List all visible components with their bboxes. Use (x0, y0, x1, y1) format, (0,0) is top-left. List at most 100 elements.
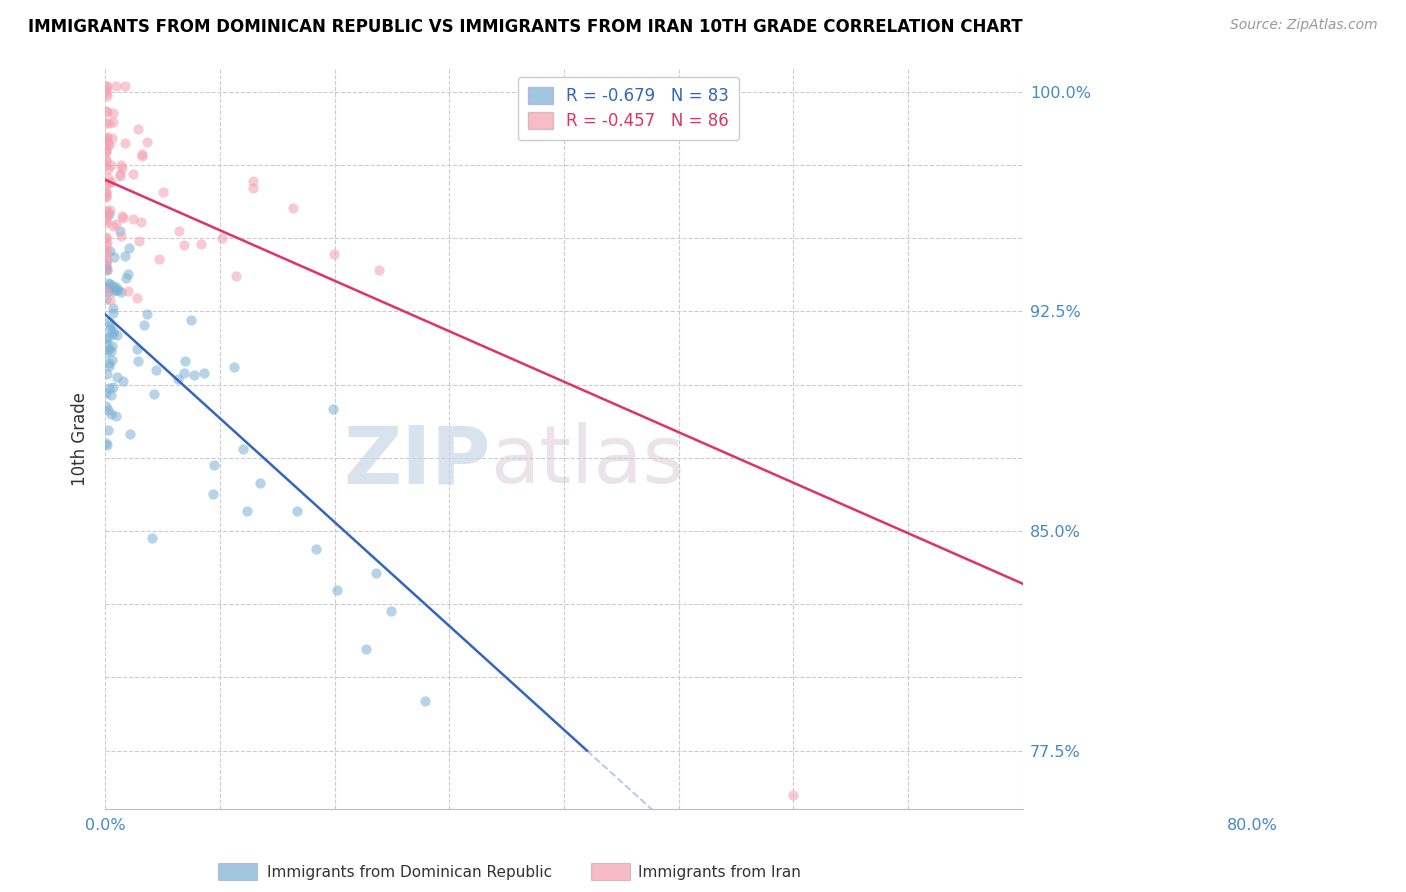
Point (242, 181, 264, 195)
Point (96, 436, 118, 450)
Text: Immigrants from Iran: Immigrants from Iran (638, 865, 801, 880)
Text: IMMIGRANTS FROM DOMINICAN REPUBLIC VS IMMIGRANTS FROM IRAN 10TH GRADE CORRELATIO: IMMIGRANTS FROM DOMINICAN REPUBLIC VS IM… (28, 18, 1022, 36)
Point (118, 427, 141, 442)
Point (96, 153, 118, 168)
Point (183, 368, 205, 383)
Point (101, 301, 124, 315)
Point (100, 175, 122, 189)
Point (114, 79, 136, 94)
Point (211, 230, 233, 244)
Point (96, 237, 118, 252)
Point (96, 134, 118, 148)
Point (96, 82, 118, 96)
Point (202, 487, 225, 501)
Point (100, 343, 122, 358)
Point (131, 149, 153, 163)
Point (96, 153, 118, 168)
Point (190, 236, 212, 251)
Point (100, 159, 122, 173)
Point (96, 186, 118, 200)
Point (287, 504, 309, 518)
Point (97, 423, 120, 437)
Point (110, 285, 132, 299)
Point (105, 328, 128, 343)
Point (118, 241, 141, 255)
Point (98, 244, 121, 258)
Point (322, 401, 344, 416)
Point (96, 256, 118, 270)
Point (96, 399, 118, 413)
Point (96, 280, 118, 294)
Point (368, 263, 391, 277)
Point (97, 330, 120, 344)
Point (98, 116, 121, 130)
Point (323, 246, 346, 260)
Point (125, 292, 148, 306)
Legend: R = -0.679   N = 83, R = -0.457   N = 86: R = -0.679 N = 83, R = -0.457 N = 86 (517, 77, 740, 140)
Point (103, 105, 125, 120)
Point (97, 284, 120, 298)
Point (98, 321, 121, 335)
Point (97, 277, 120, 291)
Point (136, 135, 159, 149)
Point (100, 388, 122, 402)
Point (98, 206, 121, 220)
Point (141, 531, 163, 545)
Point (96, 185, 118, 199)
Point (96, 345, 118, 359)
Point (96, 245, 118, 260)
Point (114, 249, 136, 263)
Y-axis label: 10th Grade: 10th Grade (72, 392, 89, 486)
Point (135, 307, 157, 321)
Point (96, 205, 118, 219)
Point (108, 167, 131, 181)
Point (96, 79, 118, 94)
Point (96, 385, 118, 400)
Point (96, 292, 118, 306)
Point (96, 284, 118, 298)
Text: ZIP: ZIP (343, 422, 491, 500)
Point (121, 167, 143, 181)
Point (97, 177, 120, 191)
Point (366, 566, 388, 580)
Point (96, 253, 118, 268)
Point (96, 262, 118, 277)
Point (107, 283, 129, 297)
Point (249, 475, 271, 490)
Point (97, 315, 120, 329)
Point (122, 212, 145, 227)
Point (97, 343, 120, 357)
Point (145, 363, 167, 377)
Point (96, 235, 118, 249)
Point (173, 238, 195, 252)
Point (98, 202, 121, 217)
Point (96, 190, 118, 204)
Point (105, 280, 128, 294)
Point (152, 185, 174, 199)
Point (117, 285, 139, 299)
Point (96, 130, 118, 145)
Point (110, 158, 132, 172)
Point (103, 250, 125, 264)
Point (131, 147, 153, 161)
Point (105, 217, 128, 231)
Point (127, 354, 149, 368)
Point (103, 324, 125, 338)
Point (96, 230, 118, 244)
Point (101, 306, 124, 320)
Point (96, 131, 118, 145)
Point (104, 284, 127, 298)
Point (111, 209, 134, 223)
Point (112, 211, 135, 225)
Point (174, 354, 197, 368)
Point (96, 86, 118, 100)
Point (110, 169, 132, 183)
Text: Immigrants from Dominican Republic: Immigrants from Dominican Republic (267, 865, 553, 880)
Point (96, 141, 118, 155)
Point (111, 374, 134, 388)
Point (96, 261, 118, 276)
Point (104, 409, 127, 423)
Point (97, 381, 120, 395)
Point (101, 219, 124, 234)
Point (96, 337, 118, 351)
